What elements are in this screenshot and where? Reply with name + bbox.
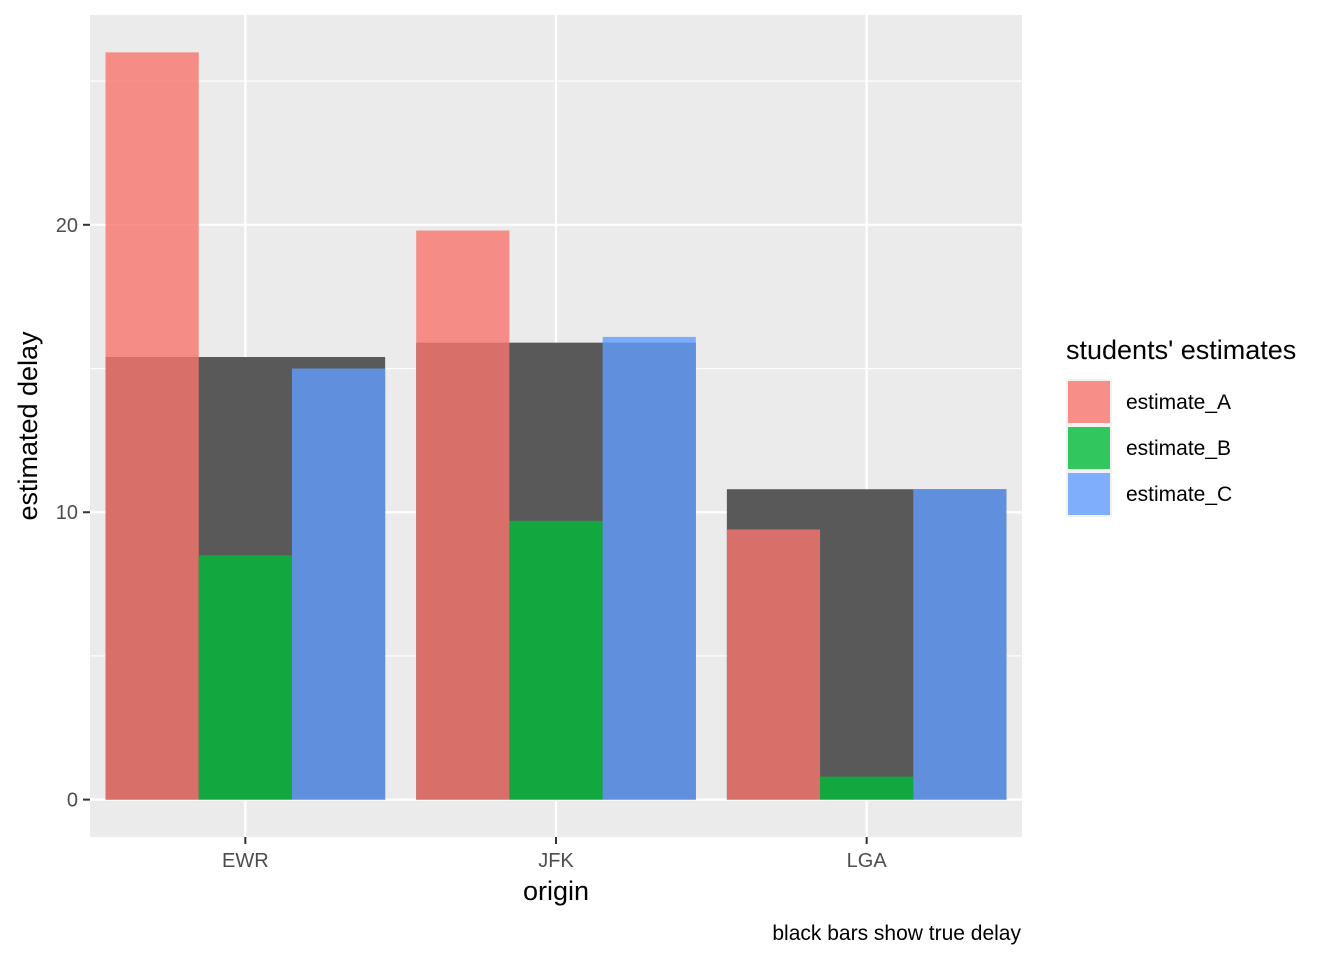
bars: [105, 52, 1007, 800]
caption: black bars show true delay: [772, 922, 1021, 945]
y-axis-title: estimated delay: [13, 331, 43, 521]
legend-key-estimate-b: [1068, 427, 1110, 469]
bar-estimate-b-ewr: [198, 555, 292, 800]
x-tick-label: JFK: [538, 850, 574, 872]
legend-key-estimate-a: [1068, 381, 1110, 423]
legend-title: students' estimates: [1066, 335, 1296, 365]
legend-label: estimate_A: [1126, 391, 1231, 414]
bar-estimate-c-jfk: [602, 336, 696, 800]
bar-estimate-a-jfk: [416, 230, 510, 800]
bar-estimate-c-lga: [913, 489, 1007, 800]
x-axis-title: origin: [523, 876, 589, 906]
legend: students' estimates estimate_A estimate_B…: [1066, 335, 1296, 517]
y-tick-label: 20: [56, 215, 78, 237]
bar-estimate-b-lga: [820, 776, 914, 800]
legend-label: estimate_C: [1126, 483, 1232, 506]
x-axis: EWR JFK LGA: [222, 837, 887, 872]
x-tick-label: EWR: [222, 850, 269, 872]
y-tick-label: 10: [56, 502, 78, 524]
y-tick-label: 0: [67, 790, 78, 812]
bar-estimate-a-ewr: [105, 52, 199, 800]
bar-estimate-a-lga: [726, 529, 821, 800]
bar-estimate-c-ewr: [291, 368, 386, 800]
legend-label: estimate_B: [1126, 437, 1231, 460]
legend-key-estimate-c: [1068, 473, 1110, 515]
bar-estimate-b-jfk: [509, 520, 603, 800]
y-axis: 0 10 20: [56, 215, 90, 812]
x-tick-label: LGA: [847, 850, 888, 872]
